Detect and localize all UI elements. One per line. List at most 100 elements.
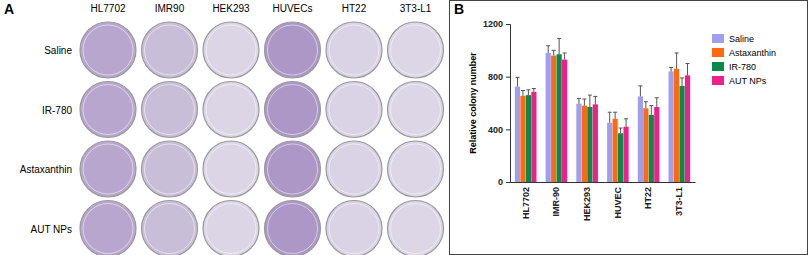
bar — [520, 96, 525, 182]
bar — [607, 123, 612, 182]
error-cap — [521, 90, 525, 91]
x-tick: 3T3-L1 — [674, 182, 684, 216]
bar — [551, 56, 556, 182]
figure: AHL7702IMR90HEK293HUVECsHT223T3-L1Saline… — [0, 0, 809, 255]
legend-label: IR-780 — [729, 62, 756, 72]
plate — [203, 22, 259, 78]
error-bar — [620, 128, 621, 133]
plate — [203, 141, 259, 197]
plate-rim — [329, 25, 379, 75]
error-cap — [546, 45, 550, 46]
error-cap — [532, 88, 536, 89]
plate — [388, 82, 444, 138]
x-tick-label: IMR-90 — [551, 187, 561, 217]
plate — [80, 141, 136, 197]
error-bar — [640, 86, 641, 97]
y-tick: 0 — [498, 177, 510, 187]
x-tick: HEK293 — [582, 182, 592, 221]
bar — [685, 75, 690, 182]
bar — [526, 95, 531, 182]
legend-swatch — [712, 76, 724, 85]
legend-swatch — [712, 62, 724, 71]
legend-label: Saline — [729, 34, 754, 44]
error-bar — [645, 102, 646, 109]
error-cap — [644, 101, 648, 102]
bar — [649, 115, 654, 182]
plate-rim — [391, 204, 441, 254]
bar — [593, 104, 598, 182]
x-tick-label: HUVEC — [613, 187, 623, 219]
panel-frame — [450, 1, 808, 255]
plate — [326, 22, 382, 78]
y-axis-title: Relative colony number — [468, 52, 478, 154]
error-bar — [682, 78, 683, 86]
error-cap — [624, 118, 628, 119]
x-tick: IMR-90 — [551, 182, 561, 217]
column-header: HUVECs — [272, 3, 312, 14]
error-cap — [515, 77, 519, 78]
y-tick: 1200 — [483, 19, 510, 29]
bar — [623, 127, 628, 182]
y-tick-label: 800 — [488, 72, 503, 82]
error-cap — [649, 105, 653, 106]
plate-rim — [268, 25, 318, 75]
error-bar — [584, 99, 585, 106]
plate — [388, 22, 444, 78]
plate-rim — [206, 85, 256, 135]
error-cap — [608, 112, 612, 113]
error-bar — [548, 46, 549, 53]
error-bar — [656, 98, 657, 107]
y-tick-mark — [506, 77, 510, 78]
plate — [80, 22, 136, 78]
row-label: IR-780 — [42, 105, 72, 116]
plate-rim — [268, 204, 318, 254]
bar — [613, 119, 618, 182]
error-bar — [528, 90, 529, 95]
y-axis: 0 400 800 1200 — [483, 19, 511, 187]
legend-label: Astaxanthin — [729, 48, 776, 58]
x-tick-label: 3T3-L1 — [674, 187, 684, 216]
error-cap — [577, 98, 581, 99]
row-label: Astaxanthin — [20, 164, 72, 175]
error-cap — [593, 96, 597, 97]
error-cap — [552, 50, 556, 51]
bar — [531, 92, 536, 182]
plate-rim — [329, 144, 379, 194]
y-tick-label: 400 — [488, 125, 503, 135]
x-axis: HL7702 IMR-90 HEK293 HUVEC HT22 3T3-L1 — [511, 182, 696, 221]
plate — [326, 82, 382, 138]
plate — [265, 22, 321, 78]
plate-rim — [329, 204, 379, 254]
bar — [576, 104, 581, 182]
panel-label: B — [454, 1, 464, 17]
plate-rim — [206, 204, 256, 254]
error-bar — [651, 106, 652, 115]
error-bar — [517, 77, 518, 86]
column-header: HL7702 — [90, 3, 125, 14]
error-cap — [563, 52, 567, 53]
error-bar — [578, 98, 579, 103]
error-bar — [626, 119, 627, 127]
plate-rim — [145, 85, 195, 135]
error-cap — [582, 99, 586, 100]
plate — [142, 82, 198, 138]
error-cap — [526, 89, 530, 90]
plate-rim — [391, 144, 441, 194]
plate-rim — [83, 144, 133, 194]
bar — [562, 60, 567, 182]
y-axis-line — [506, 25, 511, 183]
error-bar — [676, 53, 677, 69]
bar — [582, 106, 587, 182]
error-bar — [589, 95, 590, 107]
plate — [326, 201, 382, 255]
plate-rim — [145, 144, 195, 194]
x-tick-label: HT22 — [643, 187, 653, 209]
plate-rim — [83, 25, 133, 75]
plate — [265, 201, 321, 255]
plate — [388, 201, 444, 255]
plate-rim — [391, 85, 441, 135]
plate — [142, 141, 198, 197]
plate — [142, 201, 198, 255]
x-tick: HL7702 — [521, 182, 531, 219]
plate-rim — [206, 144, 256, 194]
